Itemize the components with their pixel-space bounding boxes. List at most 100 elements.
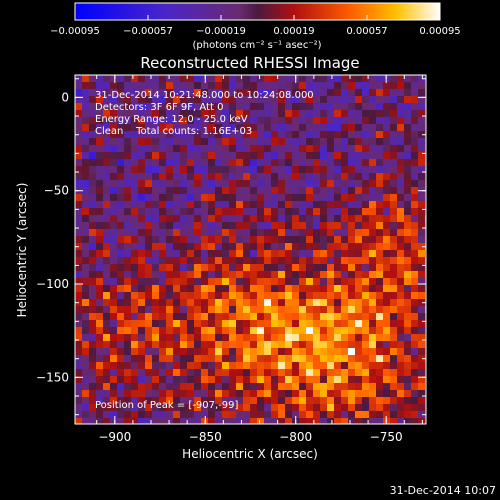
heatmap-cell: [404, 82, 412, 90]
heatmap-cell: [404, 187, 412, 195]
heatmap-cell: [285, 103, 293, 111]
heatmap-cell: [145, 201, 153, 209]
heatmap-cell: [89, 397, 97, 405]
heatmap-cell: [362, 257, 370, 265]
heatmap-cell: [369, 313, 377, 321]
heatmap-cell: [117, 103, 125, 111]
heatmap-cell: [355, 383, 363, 391]
heatmap-cell: [299, 362, 307, 370]
heatmap-cell: [355, 334, 363, 342]
heatmap-cell: [187, 236, 195, 244]
heatmap-cell: [341, 82, 349, 90]
heatmap-cell: [229, 110, 237, 118]
heatmap-cell: [110, 369, 118, 377]
heatmap-cell: [418, 313, 426, 321]
heatmap-cell: [369, 250, 377, 258]
heatmap-cell: [236, 75, 244, 83]
heatmap-cell: [348, 369, 356, 377]
heatmap-cell: [306, 194, 314, 202]
heatmap-cell: [334, 418, 342, 424]
heatmap-cell: [89, 82, 97, 90]
heatmap-cell: [194, 187, 202, 195]
heatmap-cell: [355, 166, 363, 174]
heatmap-cell: [166, 390, 174, 398]
colorbar-ticks: −0.00095 −0.00057 −0.00019 0.00019 0.00057 0.…: [50, 15, 461, 37]
heatmap-cell: [376, 306, 384, 314]
heatmap-cell: [145, 229, 153, 237]
heatmap-cell: [250, 173, 258, 181]
heatmap-cell: [229, 250, 237, 258]
heatmap-cell: [117, 236, 125, 244]
heatmap-cell: [236, 89, 244, 97]
heatmap-cell: [110, 348, 118, 356]
heatmap-cell: [355, 229, 363, 237]
heatmap-cell: [82, 96, 90, 104]
heatmap-cell: [404, 320, 412, 328]
heatmap-cell: [166, 194, 174, 202]
heatmap-cell: [243, 236, 251, 244]
heatmap-cell: [159, 82, 167, 90]
heatmap-cell: [299, 215, 307, 223]
heatmap-cell: [292, 152, 300, 160]
heatmap-cell: [278, 411, 286, 419]
heatmap-cell: [334, 103, 342, 111]
heatmap-cell: [138, 383, 146, 391]
heatmap-cell: [215, 243, 223, 251]
heatmap-cell: [418, 103, 426, 111]
heatmap-cell: [215, 306, 223, 314]
heatmap-cell: [320, 222, 328, 230]
heatmap-cell: [110, 243, 118, 251]
heatmap-cell: [355, 103, 363, 111]
heatmap-cell: [215, 383, 223, 391]
heatmap-cell: [278, 271, 286, 279]
heatmap-cell: [215, 250, 223, 258]
heatmap-cell: [110, 292, 118, 300]
heatmap-cell: [278, 362, 286, 370]
heatmap-cell: [362, 222, 370, 230]
heatmap-cell: [404, 299, 412, 307]
heatmap-cell: [264, 327, 272, 335]
heatmap-cell: [397, 131, 405, 139]
heatmap-cell: [369, 124, 377, 132]
heatmap-cell: [306, 285, 314, 293]
heatmap-cell: [110, 418, 118, 424]
heatmap-cell: [292, 383, 300, 391]
heatmap-cell: [89, 103, 97, 111]
heatmap-cell: [187, 166, 195, 174]
heatmap-cell: [285, 166, 293, 174]
heatmap-cell: [355, 201, 363, 209]
heatmap-cell: [327, 124, 335, 132]
heatmap-cell: [89, 201, 97, 209]
heatmap-cell: [124, 131, 132, 139]
heatmap-cell: [355, 110, 363, 118]
heatmap-cell: [229, 236, 237, 244]
heatmap-cell: [404, 194, 412, 202]
heatmap-cell: [173, 404, 181, 412]
heatmap-cell: [418, 341, 426, 349]
heatmap-cell: [348, 390, 356, 398]
heatmap-cell: [75, 369, 83, 377]
heatmap-cell: [117, 75, 125, 83]
heatmap-cell: [208, 75, 216, 83]
heatmap-cell: [152, 271, 160, 279]
heatmap-cell: [327, 152, 335, 160]
heatmap-cell: [313, 355, 321, 363]
heatmap-cell: [257, 110, 265, 118]
heatmap-cell: [229, 229, 237, 237]
heatmap-cell: [89, 152, 97, 160]
heatmap-cell: [341, 257, 349, 265]
heatmap-cell: [320, 334, 328, 342]
heatmap-cell: [159, 292, 167, 300]
heatmap-cell: [411, 404, 419, 412]
heatmap-cell: [264, 292, 272, 300]
heatmap-cell: [264, 89, 272, 97]
heatmap-cell: [250, 257, 258, 265]
heatmap-cell: [418, 152, 426, 160]
heatmap-cell: [173, 236, 181, 244]
heatmap-cell: [222, 292, 230, 300]
heatmap-cell: [257, 229, 265, 237]
heatmap-cell: [264, 376, 272, 384]
heatmap-cell: [376, 103, 384, 111]
heatmap-cell: [257, 278, 265, 286]
heatmap-cell: [96, 411, 104, 419]
